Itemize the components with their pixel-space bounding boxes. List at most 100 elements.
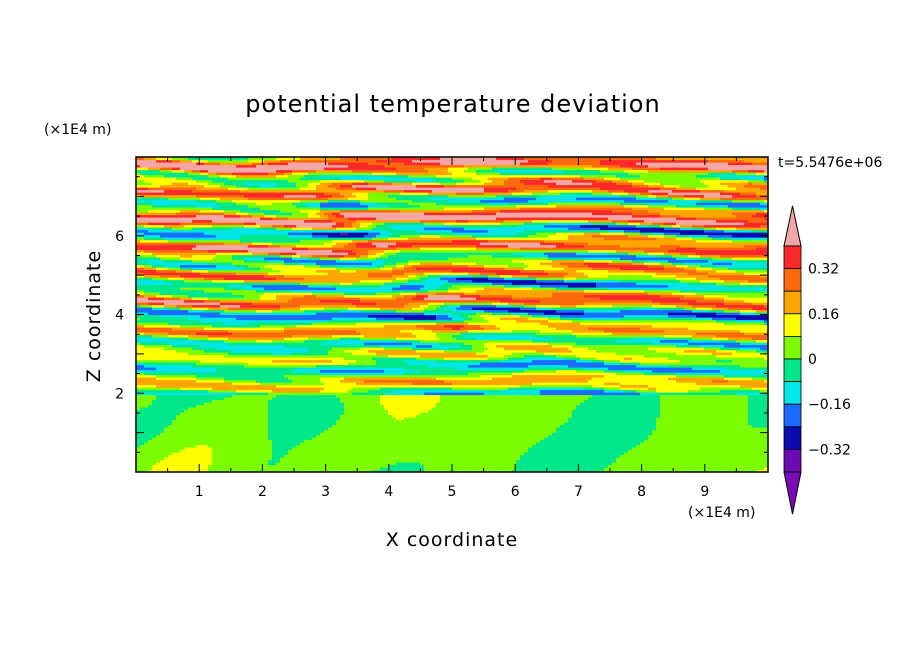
field-cell: [300, 467, 305, 471]
field-cell: [284, 467, 289, 471]
field-cell: [472, 462, 477, 466]
field-cell: [268, 467, 273, 471]
field-cell: [616, 469, 621, 472]
field-cell: [288, 469, 293, 472]
field-cell: [376, 467, 381, 471]
field-cell: [208, 459, 213, 463]
field-cell: [484, 459, 489, 463]
field-cell: [512, 469, 517, 472]
field-cell: [588, 467, 593, 471]
field-cell: [236, 459, 241, 463]
field-cell: [292, 459, 297, 463]
field-cell: [340, 459, 345, 463]
field-cell: [568, 462, 573, 466]
field-cell: [676, 467, 681, 471]
field-cell: [512, 462, 517, 466]
field-cell: [512, 467, 517, 471]
field-cell: [688, 464, 693, 468]
field-cell: [496, 469, 501, 472]
field-cell: [240, 469, 245, 472]
field-cell: [404, 464, 409, 468]
field-cell: [592, 462, 597, 466]
field-cell: [248, 459, 253, 463]
field-cell: [432, 467, 437, 471]
field-cell: [276, 469, 281, 472]
field-cell: [520, 464, 525, 468]
field-cell: [296, 464, 301, 468]
field-cell: [468, 462, 473, 466]
field-cell: [488, 459, 493, 463]
field-cell: [268, 464, 273, 468]
field-cell: [312, 467, 317, 471]
field-cell: [352, 467, 357, 471]
field-cell: [468, 459, 473, 463]
field-cell: [432, 469, 437, 472]
field-cell: [476, 467, 481, 471]
field-cell: [152, 469, 157, 472]
field-cell: [428, 467, 433, 471]
field-cell: [204, 459, 209, 463]
field-cell: [384, 467, 389, 471]
field-cell: [720, 469, 725, 472]
field-cell: [560, 464, 565, 468]
field-cell: [240, 462, 245, 466]
field-cell: [196, 459, 201, 463]
field-cell: [180, 462, 185, 466]
field-cell: [492, 462, 497, 466]
field-cell: [196, 469, 201, 472]
field-cell: [680, 464, 685, 468]
field-cell: [684, 462, 689, 466]
field-cell: [312, 469, 317, 472]
field-cell: [264, 462, 269, 466]
field-cell: [444, 464, 449, 468]
field-cell: [364, 462, 369, 466]
field-cell: [764, 469, 768, 472]
field-cell: [764, 467, 768, 471]
field-cell: [424, 467, 429, 471]
field-cell: [196, 467, 201, 471]
field-cell: [392, 462, 397, 466]
field-cell: [316, 469, 321, 472]
field-cell: [232, 459, 237, 463]
field-cell: [764, 464, 768, 468]
field-cell: [544, 464, 549, 468]
field-cell: [484, 467, 489, 471]
field-cell: [412, 464, 417, 468]
field-cell: [224, 467, 229, 471]
field-cell: [664, 462, 669, 466]
field-cell: [484, 462, 489, 466]
field-cell: [332, 469, 337, 472]
field-cell: [656, 469, 661, 472]
field-cell: [372, 464, 377, 468]
field-cell: [540, 467, 545, 471]
field-cell: [296, 459, 301, 463]
field-cell: [432, 459, 437, 463]
field-cell: [392, 459, 397, 463]
field-cell: [160, 467, 165, 471]
field-cell: [596, 462, 601, 466]
field-cell: [304, 462, 309, 466]
field-cell: [344, 459, 349, 463]
field-cell: [748, 469, 753, 472]
field-cell: [416, 467, 421, 471]
field-cell: [488, 462, 493, 466]
field-cell: [384, 462, 389, 466]
field-cell: [356, 467, 361, 471]
field-cell: [276, 459, 281, 463]
field-cell: [436, 467, 441, 471]
field-cell: [624, 467, 629, 471]
field-cell: [364, 459, 369, 463]
field-cell: [416, 462, 421, 466]
field-cell: [748, 462, 753, 466]
field-cell: [472, 467, 477, 471]
field-cell: [552, 462, 557, 466]
field-cell: [244, 469, 249, 472]
field-cell: [456, 467, 461, 471]
field-cell: [208, 467, 213, 471]
field-cell: [364, 469, 369, 472]
field-cell: [320, 469, 325, 472]
field-cell: [676, 464, 681, 468]
field-cell: [724, 464, 729, 468]
field-cell: [352, 459, 357, 463]
field-cell: [216, 462, 221, 466]
